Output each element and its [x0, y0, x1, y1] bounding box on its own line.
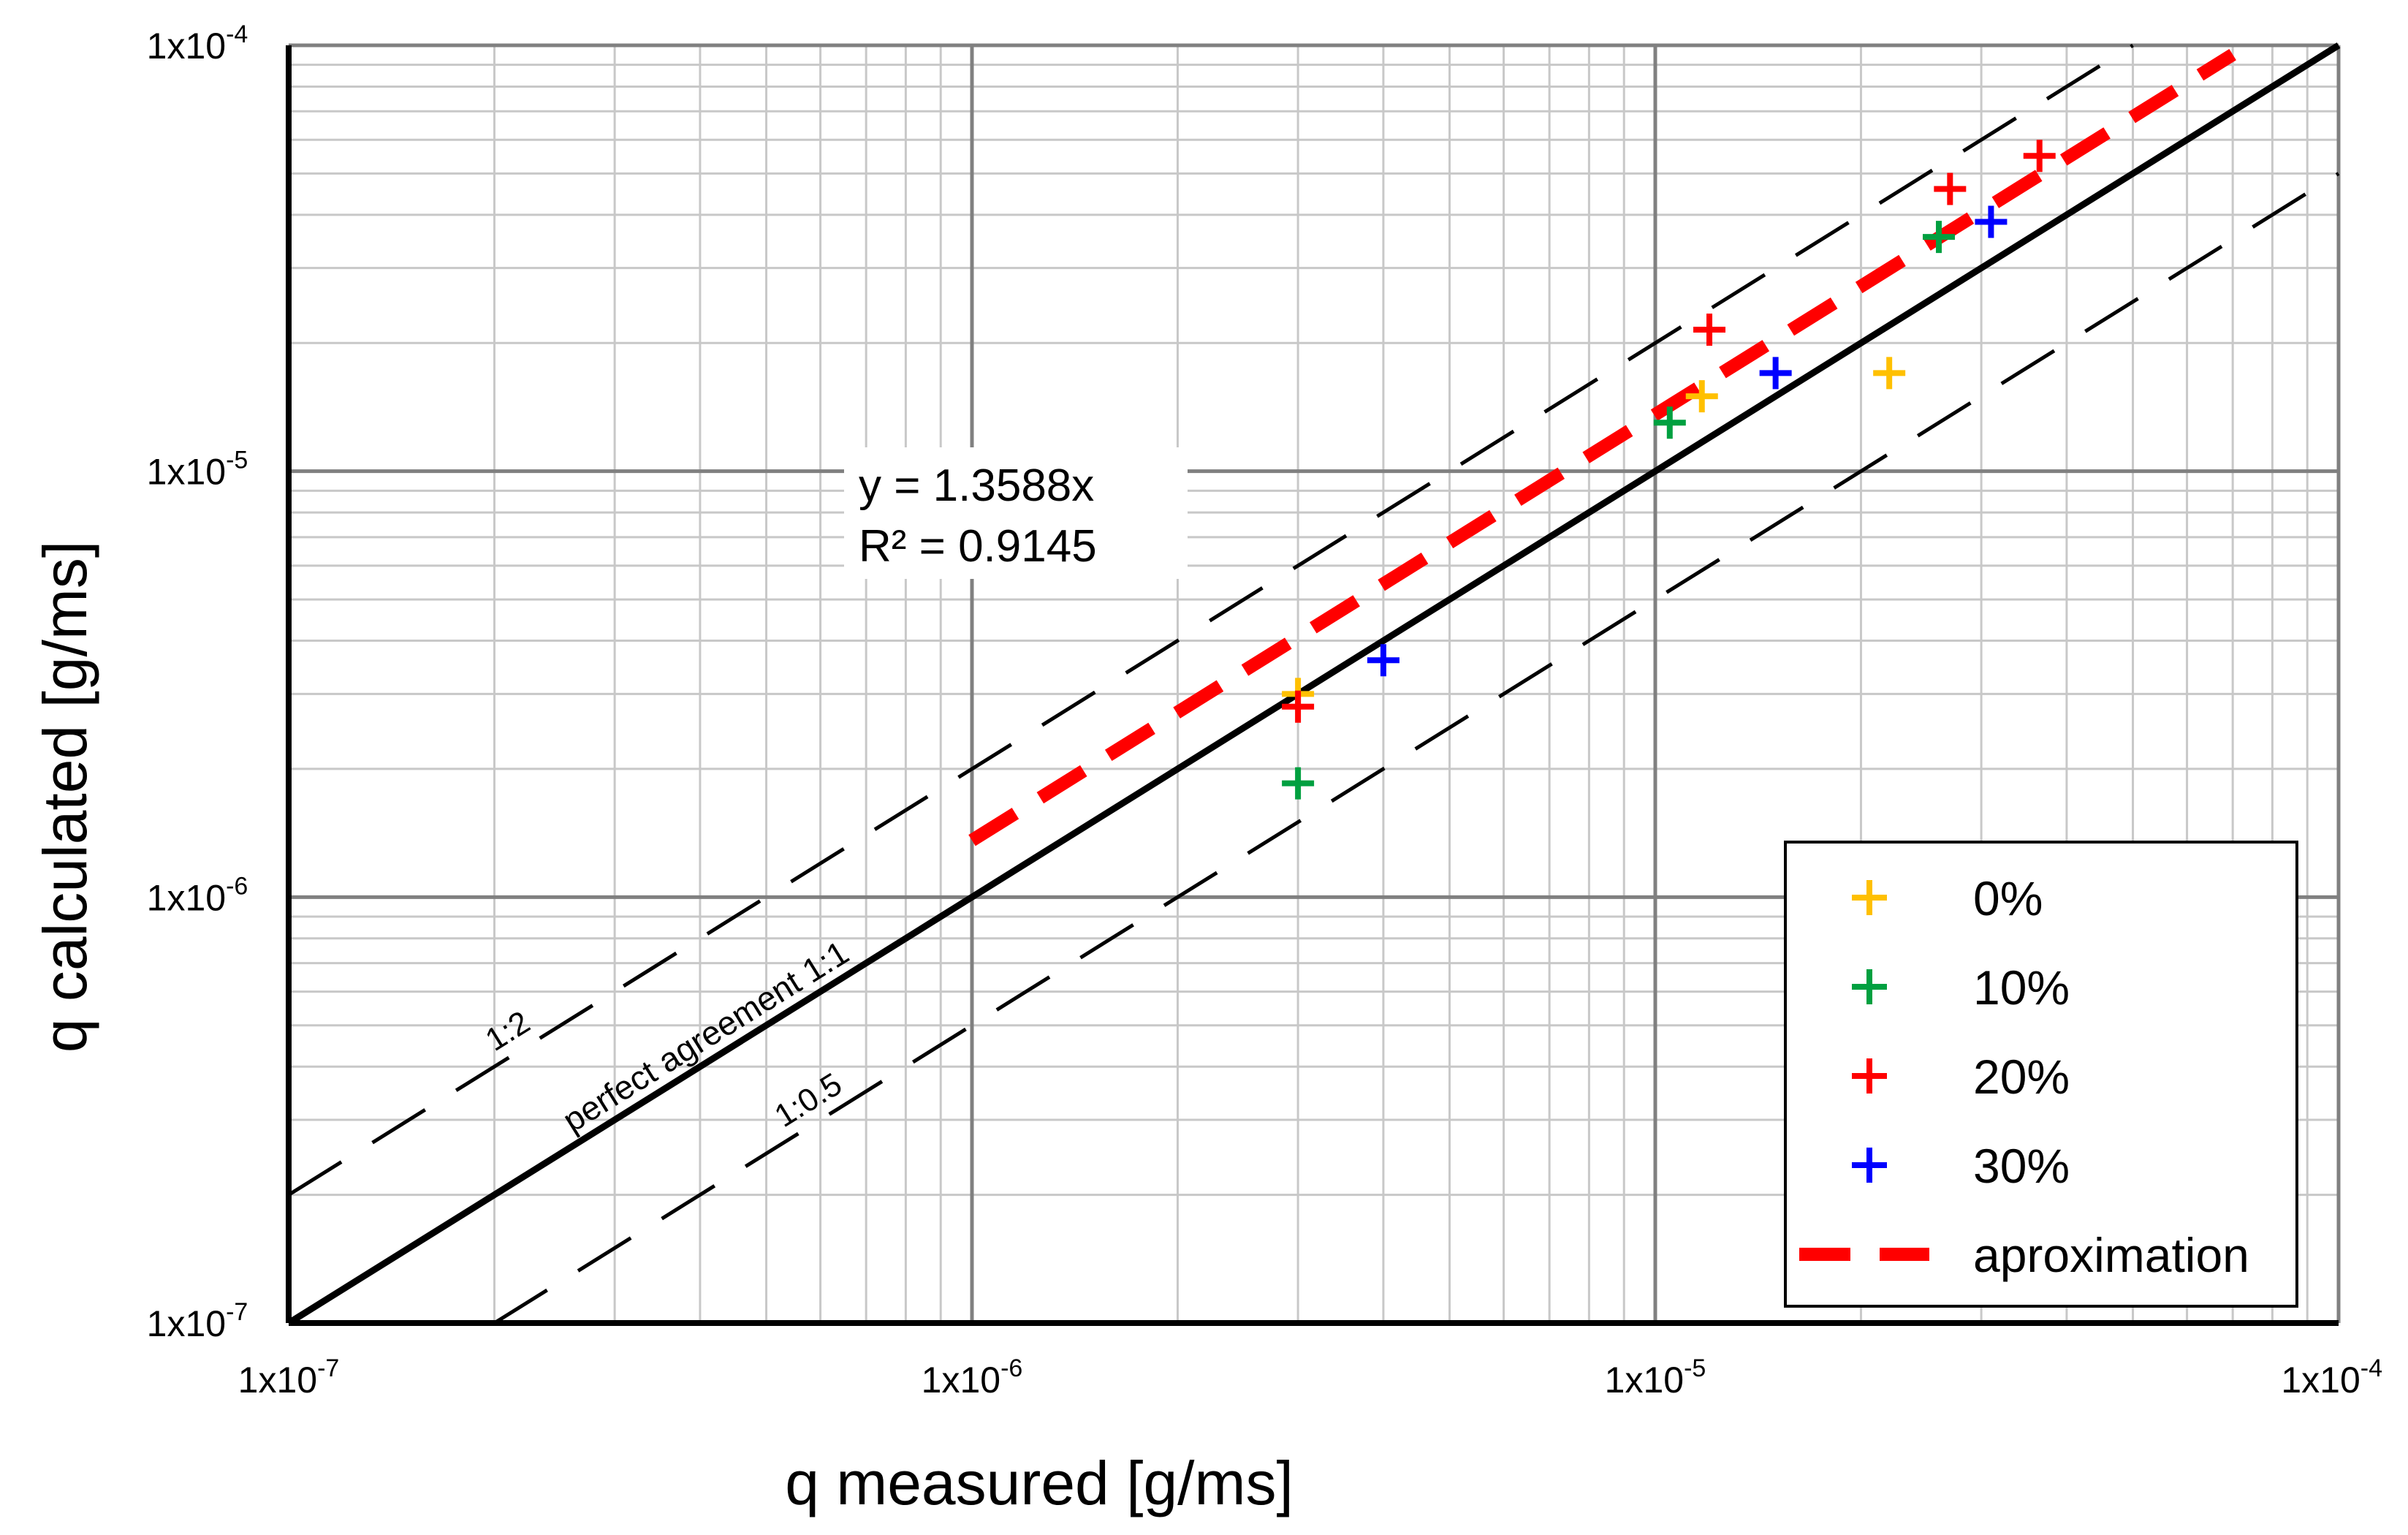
reference-line-1-0-5 — [493, 172, 2340, 1325]
x-tick-label: 1x10-7 — [238, 1354, 340, 1401]
data-point-10pct — [1923, 221, 1955, 254]
axes — [286, 45, 2339, 1326]
y-tick-label: 1x10-7 — [147, 1298, 248, 1344]
tick-base: 1x10 — [147, 26, 226, 67]
data-point-0pct — [1873, 357, 1906, 390]
data-point-20pct — [1934, 173, 1967, 205]
tick-base: 1x10 — [1605, 1360, 1684, 1401]
minor-gridlines — [289, 45, 2339, 1323]
data-point-0pct — [1685, 380, 1718, 413]
tick-exponent: -6 — [1000, 1354, 1022, 1382]
data-point-20pct — [1693, 313, 1726, 346]
x-axis-title: q measured [g/ms] — [785, 1449, 1294, 1517]
tick-base: 1x10 — [922, 1360, 1000, 1401]
y-axis-title: q calculated [g/ms] — [31, 541, 99, 1053]
tick-base: 1x10 — [238, 1360, 317, 1401]
data-point-10pct — [1653, 406, 1686, 439]
tick-exponent: -5 — [226, 447, 248, 474]
data-point-30pct — [1975, 205, 2008, 238]
reference-lines — [286, 42, 2341, 1326]
legend-box — [1784, 841, 2298, 1308]
tick-exponent: -5 — [1684, 1354, 1706, 1382]
legend: 0% 10% 20% 30% aproximation — [1784, 841, 2298, 1308]
tick-exponent: -7 — [317, 1354, 339, 1382]
tick-exponent: -7 — [226, 1298, 248, 1326]
legend-label: 0% — [1973, 871, 2043, 925]
legend-item-fit: aproximation — [1799, 1228, 2249, 1282]
x-tick-label: 1x10-4 — [2281, 1354, 2382, 1401]
fit-line — [968, 49, 2236, 846]
legend-item-20pct: 20% — [1852, 1050, 2070, 1104]
equation-box-bg — [844, 447, 1188, 579]
x-tick-label: 1x10-5 — [1605, 1354, 1706, 1401]
legend-item-30pct: 30% — [1852, 1139, 2070, 1193]
legend-item-10pct: 10% — [1852, 960, 2070, 1015]
data-point-20pct — [2023, 140, 2056, 173]
y-tick-label: 1x10-6 — [147, 872, 248, 918]
data-point-20pct — [1282, 690, 1315, 723]
reference-line-label: 1:2 — [479, 1004, 536, 1058]
y-tick-label: 1x10-4 — [147, 20, 248, 67]
reference-line-label: 1:0.5 — [769, 1066, 848, 1134]
x-tick-label: 1x10-6 — [922, 1354, 1023, 1401]
equation-box: y = 1.3588x R² = 0.9145 — [844, 447, 1188, 579]
legend-label: 30% — [1973, 1139, 2070, 1193]
data-points — [1282, 140, 2056, 800]
reference-line-1-2 — [287, 43, 2134, 1197]
fit-equation: y = 1.3588x — [859, 460, 1094, 511]
x-tick-labels: 1x10-7 1x10-6 1x10-5 1x10-4 — [238, 1354, 2382, 1401]
fit-line-group — [968, 49, 2236, 846]
data-point-30pct — [1367, 644, 1399, 677]
tick-base: 1x10 — [2281, 1360, 2360, 1401]
tick-base: 1x10 — [147, 452, 226, 493]
tick-exponent: -4 — [226, 20, 248, 48]
data-point-10pct — [1282, 767, 1315, 800]
tick-exponent: -4 — [2360, 1354, 2382, 1382]
fit-r-squared: R² = 0.9145 — [859, 521, 1097, 572]
tick-base: 1x10 — [147, 1303, 226, 1344]
reference-line-perfect-agreement-1-1 — [286, 42, 2341, 1326]
legend-label: 20% — [1973, 1050, 2070, 1104]
legend-label: aproximation — [1973, 1228, 2249, 1282]
legend-item-0pct: 0% — [1852, 871, 2043, 925]
tick-base: 1x10 — [147, 877, 226, 918]
legend-label: 10% — [1973, 960, 2070, 1015]
data-point-30pct — [1759, 357, 1792, 390]
y-tick-label: 1x10-5 — [147, 447, 248, 493]
tick-exponent: -6 — [226, 872, 248, 900]
